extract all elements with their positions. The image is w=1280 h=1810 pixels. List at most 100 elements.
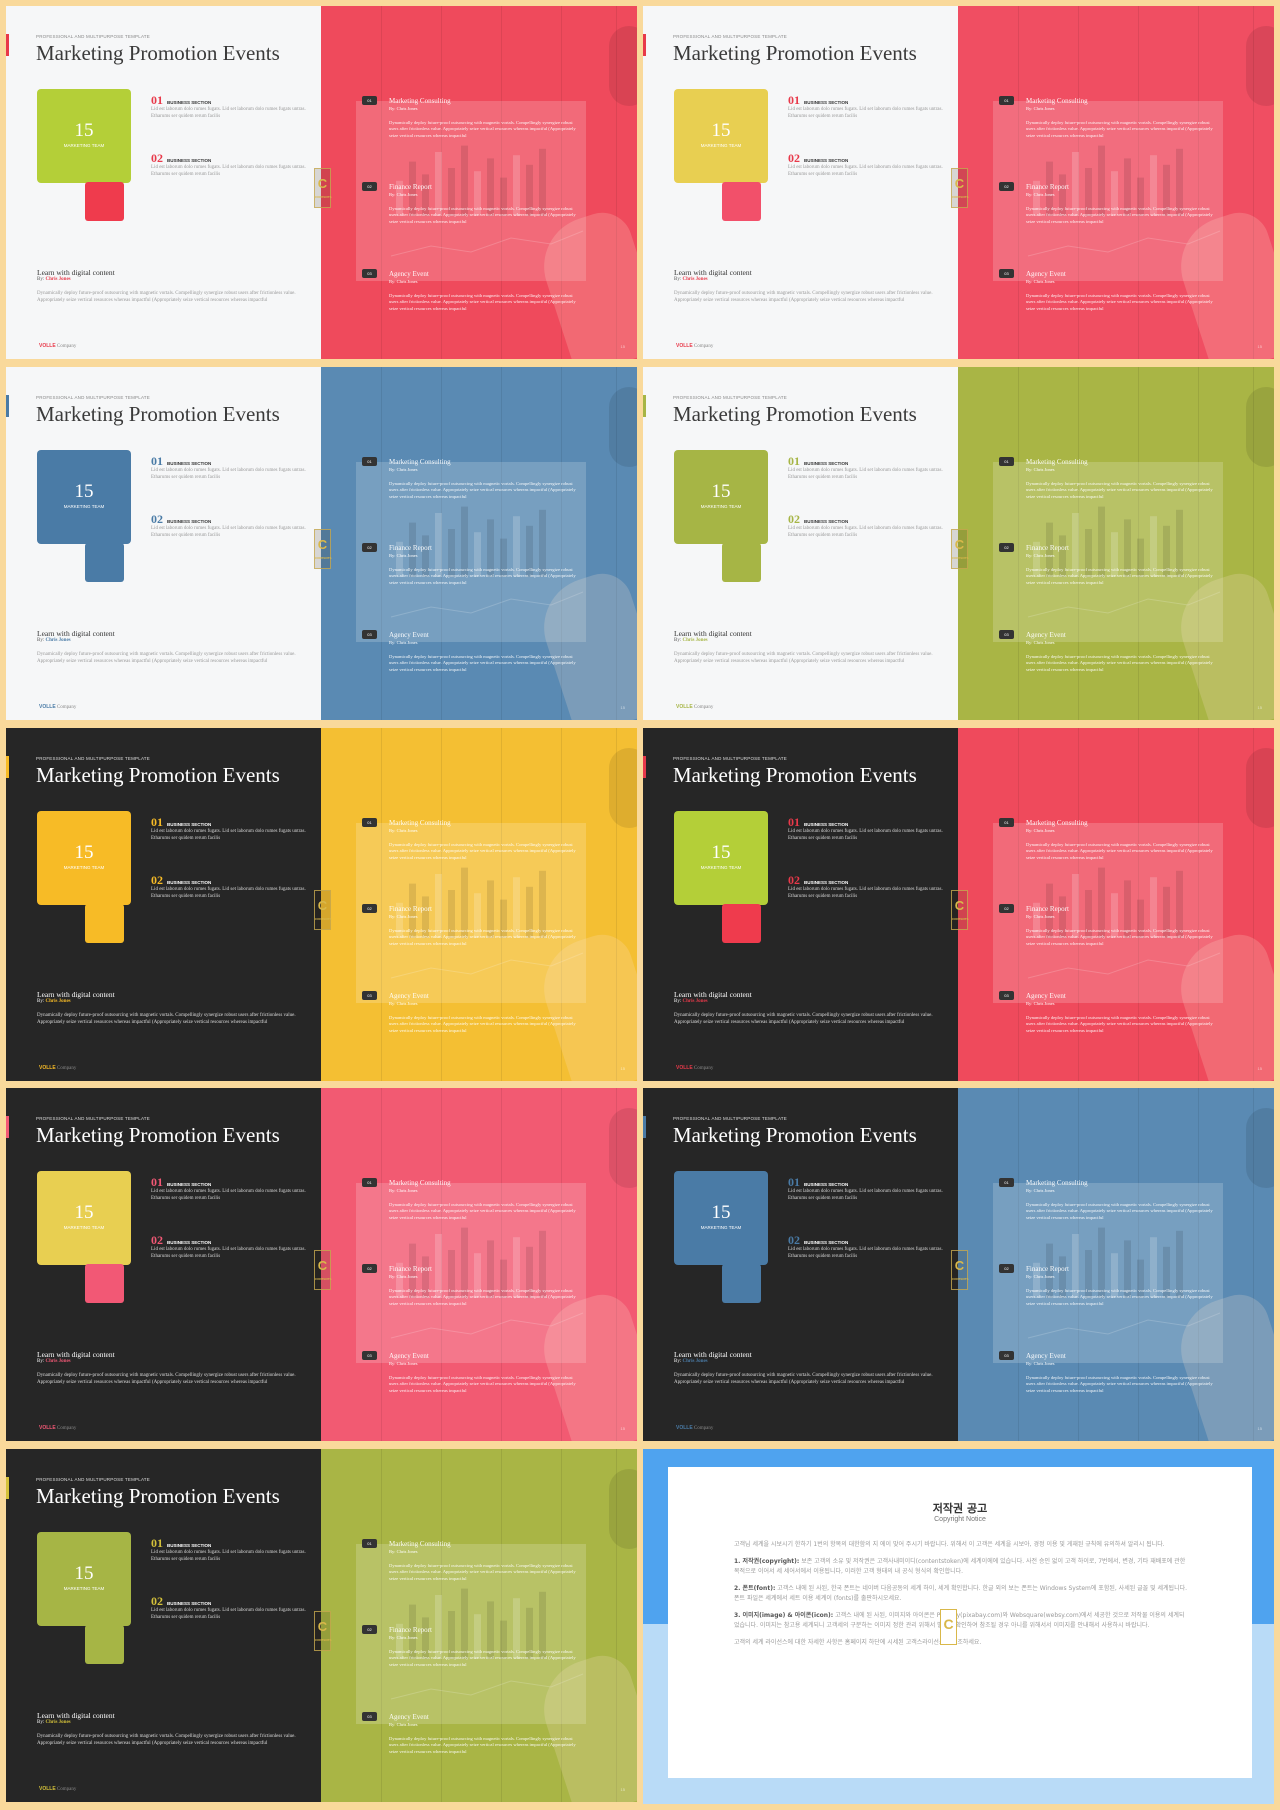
photo-chart-bar — [461, 506, 468, 577]
slide-title: Marketing Promotion Events — [36, 763, 280, 787]
learn-text: Dynamically deploy future-proof outsourc… — [37, 1013, 296, 1025]
logo-small-text: CONTENTS — [315, 1277, 332, 1281]
photo-chart-line — [390, 1312, 584, 1339]
slide-thumbnail[interactable]: PROFESSIONAL AND MULTIPURPOSE TEMPLATE M… — [6, 367, 637, 720]
item-byline: By: Chris Jones — [389, 914, 418, 919]
item-title: Marketing Consulting — [389, 819, 451, 827]
chart-paper — [356, 823, 586, 1003]
item-byline: By: Chris Jones — [1026, 1188, 1055, 1193]
background-chart-image — [1027, 506, 1221, 618]
brand-company: Company — [55, 344, 77, 349]
business-section-01: 01 BUSINESS SECTION Lid est laborum dolo… — [788, 455, 943, 481]
byline-prefix: By: — [674, 999, 683, 1004]
copyright-notice-slide[interactable]: 저작권 공고 Copyright Notice 고객님 세계을 시보시기 한하기… — [643, 1449, 1274, 1804]
photo-chart-bar — [409, 1604, 416, 1659]
footer-brand: VOLLE Company — [676, 704, 713, 710]
photo-chart-bar — [1111, 532, 1118, 577]
brand-name: VOLLE — [676, 343, 693, 349]
contents-logo-badge: C CONTENTS — [314, 529, 332, 569]
brand-company: Company — [692, 344, 714, 349]
item-text: Dynamically deploy future-proof outsourc… — [1026, 1202, 1213, 1220]
section-text: Lid est laborum dolo rumes fugats. Lid s… — [788, 887, 943, 899]
item-number: 01 — [362, 818, 377, 827]
slide-thumbnail[interactable]: PROFESSIONAL AND MULTIPURPOSE TEMPLATE M… — [643, 1088, 1274, 1441]
item-byline: By: Chris Jones — [1026, 467, 1055, 472]
section-text: Lid est laborum dolo rumes fugats. Lid s… — [788, 107, 943, 119]
business-section-01: 01 BUSINESS SECTION Lid est laborum dolo… — [151, 94, 306, 120]
accent-tab — [6, 1116, 9, 1138]
business-section-02: 02 BUSINESS SECTION Lid est laborum dolo… — [788, 513, 943, 539]
background-chart-image — [390, 1227, 584, 1339]
slide-photo-panel: 01 Marketing Consulting By: Chris Jones … — [958, 728, 1274, 1081]
photo-chart-bar — [1176, 148, 1183, 216]
slide-thumbnail[interactable]: PROFESSIONAL AND MULTIPURPOSE TEMPLATE M… — [6, 1088, 637, 1441]
item-number: 03 — [362, 269, 377, 278]
photo-chart-line — [1027, 1312, 1221, 1339]
logo-small-text: CONTENTS — [952, 1277, 969, 1281]
slide-thumbnail[interactable]: PROFESSIONAL AND MULTIPURPOSE TEMPLATE M… — [643, 728, 1274, 1081]
photo-chart-bar — [1098, 145, 1105, 216]
photo-chart-bar — [1124, 880, 1131, 938]
section-text: Lid est laborum dolo rumes fugats. Lid s… — [788, 468, 943, 480]
slide-left-panel: PROFESSIONAL AND MULTIPURPOSE TEMPLATE M… — [6, 728, 321, 1081]
photo-chart-bar — [474, 171, 481, 216]
item-title: Finance Report — [1026, 544, 1069, 552]
big-number: 15 — [74, 1563, 94, 1584]
photo-chart-bar — [435, 1595, 442, 1659]
byline-prefix: By: — [674, 638, 683, 643]
photo-chart-bar — [1072, 152, 1079, 216]
slide-thumbnail[interactable]: PROFESSIONAL AND MULTIPURPOSE TEMPLATE M… — [6, 6, 637, 359]
page-number: 15 — [1257, 344, 1262, 349]
item-text: Dynamically deploy future-proof outsourc… — [1026, 842, 1213, 860]
contents-logo-badge: C CONTENTS — [314, 890, 332, 930]
slide-thumbnail[interactable]: PROFESSIONAL AND MULTIPURPOSE TEMPLATE M… — [643, 6, 1274, 359]
contents-logo-badge: C CONTENTS — [314, 168, 332, 208]
section-number: 02 — [151, 151, 163, 165]
number-box: 15 MARKETING TEAM — [674, 450, 768, 544]
page-number: 15 — [1257, 705, 1262, 710]
slide-thumbnail[interactable]: PROFESSIONAL AND MULTIPURPOSE TEMPLATE M… — [6, 728, 637, 1081]
photo-chart-bar — [422, 174, 429, 216]
photo-chart-bar — [1124, 519, 1131, 577]
slide-thumbnail[interactable]: PROFESSIONAL AND MULTIPURPOSE TEMPLATE M… — [6, 1449, 637, 1802]
page-number: 15 — [620, 344, 625, 349]
item-text: Dynamically deploy future-proof outsourc… — [389, 206, 576, 224]
item-byline: By: Chris Jones — [389, 1549, 418, 1554]
section-number: 02 — [151, 512, 163, 526]
brand-name: VOLLE — [39, 1425, 56, 1431]
photo-chart-bar — [409, 522, 416, 577]
item-text: Dynamically deploy future-proof outsourc… — [1026, 1288, 1213, 1306]
photo-chart-bar — [461, 1227, 468, 1298]
contents-logo-badge: C CONTENTS — [951, 529, 969, 569]
section-label: BUSINESS SECTION — [167, 100, 212, 105]
photo-chart-bar — [1098, 867, 1105, 938]
section-text: Lid est laborum dolo rumes fugats. Lid s… — [151, 526, 306, 538]
photo-chart-bar — [1059, 174, 1066, 216]
slide-left-panel: PROFESSIONAL AND MULTIPURPOSE TEMPLATE M… — [6, 1449, 321, 1802]
photo-chart-bar — [396, 180, 403, 216]
item-byline: By: Chris Jones — [389, 1188, 418, 1193]
number-box: 15 MARKETING TEAM — [37, 89, 131, 183]
slide-title: Marketing Promotion Events — [36, 41, 280, 65]
slide-left-panel: PROFESSIONAL AND MULTIPURPOSE TEMPLATE M… — [643, 1088, 958, 1441]
photo-chart-bar — [526, 1246, 533, 1298]
photo-chart-bar — [1033, 541, 1040, 577]
slide-thumbnail[interactable]: PROFESSIONAL AND MULTIPURPOSE TEMPLATE M… — [643, 367, 1274, 720]
pre-title: PROFESSIONAL AND MULTIPURPOSE TEMPLATE — [673, 756, 787, 761]
item-title: Marketing Consulting — [389, 97, 451, 105]
business-section-02: 02 BUSINESS SECTION Lid est laborum dolo… — [151, 152, 306, 178]
small-accent-box — [85, 1264, 124, 1303]
item-text: Dynamically deploy future-proof outsourc… — [1026, 1015, 1213, 1033]
accent-tab — [643, 34, 646, 56]
byline-name: Chris Jones — [682, 277, 708, 282]
number-box: 15 MARKETING TEAM — [37, 1171, 131, 1265]
big-number-label: MARKETING TEAM — [63, 504, 105, 509]
item-text: Dynamically deploy future-proof outsourc… — [389, 1736, 576, 1754]
photo-chart-bar — [1111, 893, 1118, 938]
business-section-01: 01 BUSINESS SECTION Lid est laborum dolo… — [788, 94, 943, 120]
logo-small-text: CONTENTS — [952, 195, 969, 199]
photo-chart-bar — [461, 145, 468, 216]
pre-title: PROFESSIONAL AND MULTIPURPOSE TEMPLATE — [36, 34, 150, 39]
byline: By: Chris Jones — [674, 277, 708, 282]
byline-prefix: By: — [37, 1720, 46, 1725]
